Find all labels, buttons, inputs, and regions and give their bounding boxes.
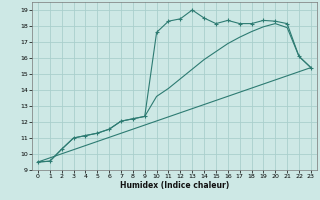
X-axis label: Humidex (Indice chaleur): Humidex (Indice chaleur) <box>120 181 229 190</box>
